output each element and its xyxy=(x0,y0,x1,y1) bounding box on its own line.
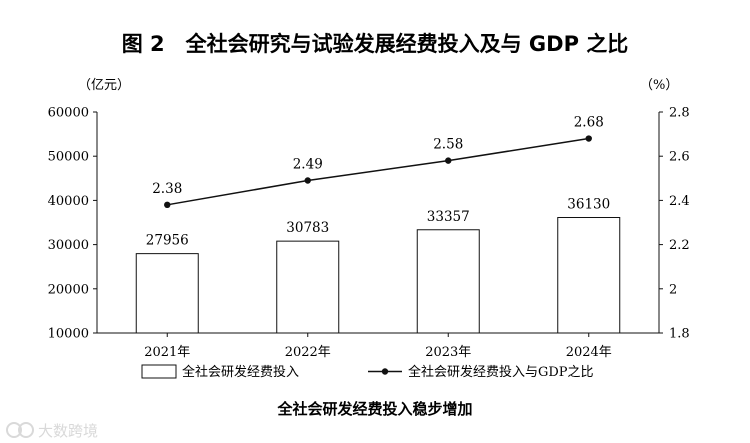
legend-line-label: 全社会研发经费投入与GDP之比 xyxy=(408,364,594,380)
line-point xyxy=(164,201,171,209)
right-axis-tick-label: 2.4 xyxy=(669,194,690,209)
right-axis-tick-label: 2.2 xyxy=(669,238,690,253)
line-point xyxy=(304,177,311,184)
left-axis-tick-label: 20000 xyxy=(48,282,89,297)
line-value-label: 2.38 xyxy=(152,181,182,197)
legend-line-marker xyxy=(381,368,389,375)
bar-value-label: 30783 xyxy=(286,220,329,236)
x-axis-tick-label: 2022年 xyxy=(285,345,331,360)
line-value-label: 2.58 xyxy=(433,137,463,153)
left-axis-tick-label: 50000 xyxy=(48,150,89,165)
watermark-logo-icon xyxy=(6,422,34,438)
left-axis-unit: （亿元） xyxy=(78,78,130,93)
bar xyxy=(557,217,621,334)
bar xyxy=(276,240,340,334)
bar xyxy=(416,229,480,334)
x-axis-ticks: 2021年 2022年 2023年 2024年 xyxy=(144,333,612,360)
x-axis-tick-label: 2023年 xyxy=(425,345,471,360)
right-axis-unit: （%） xyxy=(640,78,678,93)
right-axis-tick-label: 2 xyxy=(669,282,677,297)
series-line xyxy=(167,137,589,206)
line-point xyxy=(585,135,592,142)
left-axis-tick-label: 60000 xyxy=(48,106,89,121)
left-axis-tick-label: 10000 xyxy=(48,327,89,342)
x-axis-tick-label: 2021年 xyxy=(144,345,190,360)
bar xyxy=(135,253,199,334)
chart-title: 图 2 全社会研究与试验发展经费投入及与 GDP 之比 xyxy=(122,32,629,56)
x-axis-tick-label: 2024年 xyxy=(566,345,612,360)
right-axis-tick-label: 2.8 xyxy=(669,106,690,121)
line-point xyxy=(445,157,452,164)
right-axis-tick-label: 1.8 xyxy=(669,327,690,342)
watermark-text: 大数跨境 xyxy=(38,422,98,440)
line-value-label: 2.49 xyxy=(293,157,323,173)
line-value-label: 2.68 xyxy=(574,115,604,131)
axes: 10000 20000 30000 40000 50000 60000 1.8 2 2.2 2.4… xyxy=(48,106,690,342)
bar-series: 27956 30783 33357 36130 xyxy=(135,197,621,334)
left-axis-tick-label: 30000 xyxy=(48,238,89,253)
left-axis-tick-label: 40000 xyxy=(48,194,89,209)
legend-bar-label: 全社会研发经费投入 xyxy=(182,364,299,380)
bar-value-label: 27956 xyxy=(146,233,189,249)
line-series: 2.38 2.49 2.58 2.68 xyxy=(152,115,604,209)
right-axis-tick-label: 2.6 xyxy=(669,150,690,165)
bar-value-label: 36130 xyxy=(567,197,610,213)
legend: 全社会研发经费投入 全社会研发经费投入与GDP之比 xyxy=(141,364,594,380)
bar-value-label: 33357 xyxy=(427,209,470,225)
chart-caption: 全社会研发经费投入稳步增加 xyxy=(276,400,472,418)
legend-bar-swatch xyxy=(141,364,177,379)
watermark: 大数跨境 xyxy=(6,422,98,440)
